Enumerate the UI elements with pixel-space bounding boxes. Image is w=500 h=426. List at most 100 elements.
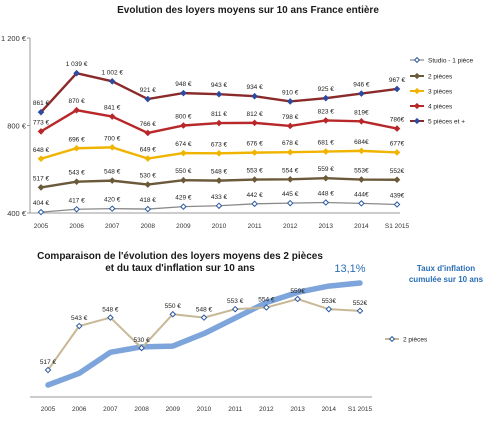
- x-tick-label: 2009: [166, 406, 181, 413]
- data-label: 786€: [390, 117, 405, 124]
- legend-entry: 5 pièces et +: [428, 119, 465, 126]
- data-label: 861 €: [33, 100, 50, 107]
- data-label: 910 €: [282, 89, 299, 96]
- data-label: 967 €: [389, 77, 406, 84]
- data-label: 823 €: [318, 108, 335, 115]
- x-tick-label: 2014: [354, 223, 369, 230]
- data-label: 543 €: [71, 315, 88, 322]
- data-label: 559€: [290, 288, 305, 295]
- x-tick-label: 2012: [283, 223, 298, 230]
- x-tick-label: 2008: [134, 406, 149, 413]
- data-label: 517 €: [33, 175, 50, 182]
- data-label: 550 €: [165, 303, 182, 310]
- inflation-annotation-line-1: Taux d'inflation: [417, 264, 475, 273]
- data-label: 550 €: [175, 168, 192, 175]
- x-tick-label: S1 2015: [348, 406, 373, 413]
- data-label: 554 €: [282, 167, 299, 174]
- data-label: 870 €: [68, 98, 85, 105]
- data-label: 559 €: [318, 166, 335, 173]
- data-label: 934 €: [246, 84, 263, 91]
- data-label: 677€: [390, 140, 405, 147]
- data-label: 841 €: [104, 105, 121, 112]
- x-tick-label: 2010: [212, 223, 227, 230]
- data-label: 552€: [390, 168, 405, 175]
- data-label: 648 €: [33, 147, 50, 154]
- legend-entry: 2 pièces: [428, 74, 453, 81]
- y-tick-label: 800 €: [7, 122, 27, 131]
- data-label: 696 €: [68, 136, 85, 143]
- legend-entry: Studio - 1 pièce: [428, 58, 474, 65]
- x-tick-label: 2008: [141, 223, 156, 230]
- data-label: 548 €: [196, 307, 213, 314]
- data-label: 819€: [354, 109, 369, 116]
- data-label: 684€: [354, 139, 369, 146]
- data-label: 1 039 €: [66, 61, 88, 68]
- x-tick-label: 2011: [248, 223, 262, 230]
- data-label: 543 €: [68, 170, 85, 177]
- x-tick-label: 2005: [41, 406, 56, 413]
- data-label: 681 €: [318, 140, 335, 147]
- legend-entry: 2 pièces: [403, 337, 428, 344]
- data-label: 553€: [322, 298, 337, 305]
- legend-entry: 3 pièces: [428, 89, 453, 96]
- data-label: 649 €: [140, 147, 157, 154]
- data-label: 673 €: [211, 141, 228, 148]
- x-tick-label: 2006: [69, 223, 84, 230]
- data-label: 554 €: [258, 296, 275, 303]
- x-tick-label: 2014: [322, 406, 337, 413]
- data-label: 530 €: [133, 337, 150, 344]
- data-label: 812 €: [246, 111, 263, 118]
- x-tick-label: 2013: [290, 406, 305, 413]
- data-label: 811 €: [211, 111, 227, 118]
- data-label: 553 €: [246, 168, 263, 175]
- data-label: 943 €: [211, 82, 228, 89]
- data-label: 404 €: [33, 200, 50, 207]
- data-label: 442 €: [246, 192, 263, 199]
- data-label: 700 €: [104, 135, 121, 142]
- data-label: 553 €: [227, 298, 244, 305]
- data-label: 548 €: [102, 307, 119, 314]
- data-label: 798 €: [282, 114, 299, 121]
- y-tick-label: 400 €: [7, 209, 27, 218]
- data-label: 674 €: [175, 141, 192, 148]
- x-tick-label: 2011: [228, 406, 242, 413]
- data-label: 678 €: [282, 140, 299, 147]
- x-tick-label: 2007: [105, 223, 120, 230]
- data-label: 517 €: [40, 359, 57, 366]
- x-tick-label: 2005: [34, 223, 49, 230]
- data-label: 925 €: [318, 86, 335, 93]
- x-tick-label: 2012: [259, 406, 274, 413]
- data-label: 433 €: [211, 194, 228, 201]
- data-label: 445 €: [282, 191, 299, 198]
- y-tick-label: 1 200 €: [1, 34, 27, 43]
- data-label: 439€: [390, 192, 405, 199]
- data-label: 921 €: [140, 87, 157, 94]
- data-label: 417 €: [68, 197, 85, 204]
- x-tick-label: S1 2015: [385, 223, 410, 230]
- data-label: 948 €: [175, 81, 192, 88]
- data-label: 1 002 €: [101, 69, 123, 76]
- data-label: 676 €: [246, 141, 263, 148]
- data-label: 420 €: [104, 197, 121, 204]
- x-tick-label: 2009: [176, 223, 191, 230]
- data-label: 773 €: [33, 119, 50, 126]
- data-label: 946 €: [353, 82, 370, 89]
- x-tick-label: 2007: [103, 406, 118, 413]
- x-tick-label: 2006: [72, 406, 87, 413]
- data-label: 800 €: [175, 114, 192, 121]
- chart-loyers-title: Evolution des loyers moyens sur 10 ans F…: [117, 5, 379, 16]
- data-label: 552€: [353, 300, 368, 307]
- data-label: 429 €: [175, 195, 192, 202]
- inflation-end-label: 13,1%: [334, 263, 365, 275]
- data-label: 548 €: [211, 169, 228, 176]
- x-tick-label: 2013: [319, 223, 334, 230]
- legend-entry: 4 pièces: [428, 104, 453, 111]
- data-label: 448 €: [318, 191, 335, 198]
- x-tick-label: 2010: [197, 406, 212, 413]
- data-label: 553€: [354, 168, 369, 175]
- inflation-annotation-line-2: cumulée sur 10 ans: [409, 275, 484, 284]
- data-label: 444€: [354, 191, 369, 198]
- data-label: 766 €: [140, 121, 157, 128]
- data-label: 548 €: [104, 169, 121, 176]
